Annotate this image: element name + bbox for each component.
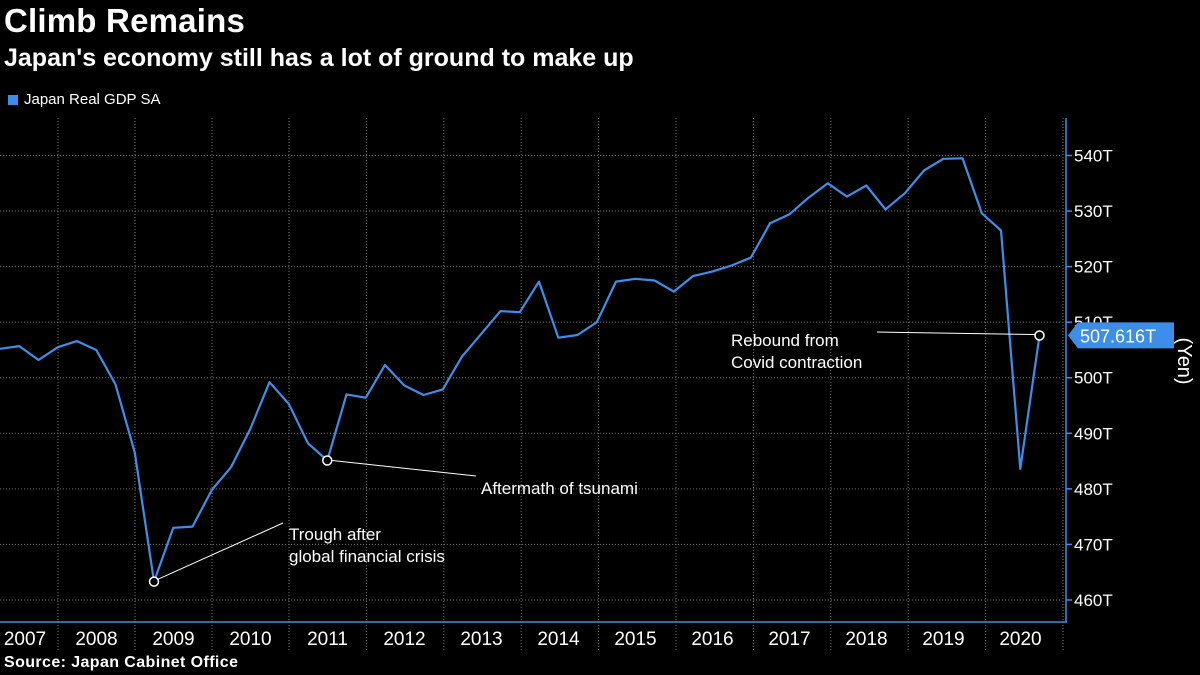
annotation-text-gfc: global financial crisis	[289, 547, 445, 566]
x-tick-label: 2007	[4, 629, 46, 650]
series-layer	[0, 157, 1041, 583]
y-tick-label: 490T	[1074, 424, 1113, 443]
annotations: Trough after global financial crisis After…	[148, 330, 1045, 587]
chart-subtitle: Japan's economy still has a lot of groun…	[4, 44, 634, 72]
grid-lines	[0, 118, 1064, 652]
y-tick-label: 500T	[1074, 369, 1113, 388]
annotation-text-covid: Covid contraction	[731, 353, 862, 372]
x-tick-label: 2008	[75, 629, 117, 650]
x-tick-label: 2019	[922, 629, 964, 650]
y-tick-label: 460T	[1074, 591, 1113, 610]
chart-title: Climb Remains	[4, 2, 245, 39]
x-tick-label: 2010	[229, 629, 271, 650]
legend: Japan Real GDP SA	[8, 91, 160, 108]
y-tick-label: 480T	[1074, 480, 1113, 499]
last-value-label: 507.616T	[1080, 326, 1156, 346]
annotation-marker	[322, 455, 333, 466]
x-tick-label: 2009	[152, 629, 194, 650]
annotation-text-gfc: Trough after	[289, 525, 381, 544]
last-value-flag	[1068, 322, 1174, 349]
x-tick-label: 2017	[768, 629, 810, 650]
x-tick-label: 2020	[999, 629, 1041, 650]
y-tick-label: 520T	[1074, 258, 1113, 277]
annotation-marker	[1034, 330, 1045, 341]
legend-swatch	[8, 94, 18, 105]
x-tick-label: 2016	[691, 629, 733, 650]
x-tick-label: 2011	[307, 629, 348, 650]
annotation-text-tsunami: Aftermath of tsunami	[481, 479, 638, 498]
annotation-marker	[148, 576, 160, 587]
annotation-leader	[332, 460, 477, 477]
x-tick-label: 2014	[537, 629, 580, 650]
x-tick-label: 2018	[845, 629, 887, 650]
y-tick-label: 470T	[1074, 535, 1113, 554]
axes: 460T470T480T490T500T520T530T540T510T(Yen…	[0, 118, 1195, 650]
y-axis-title: (Yen)	[1173, 338, 1195, 385]
annotation-leader	[876, 331, 1035, 336]
source-note: Source: Japan Cabinet Office	[4, 654, 239, 671]
x-tick-label: 2015	[614, 629, 656, 650]
y-tick-label: 530T	[1074, 202, 1113, 221]
annotation-leader	[156, 522, 284, 581]
annotation-text-covid: Rebound from	[731, 331, 839, 350]
y-tick-label: 540T	[1074, 147, 1113, 166]
x-tick-label: 2013	[460, 629, 502, 650]
legend-label: Japan Real GDP SA	[24, 91, 161, 108]
x-tick-label: 2012	[383, 629, 425, 650]
gdp-series-line	[0, 157, 1041, 583]
